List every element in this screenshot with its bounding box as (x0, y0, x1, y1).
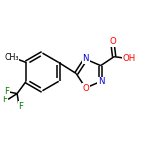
Text: O: O (82, 84, 89, 93)
Text: OH: OH (123, 54, 136, 63)
Text: F: F (2, 95, 7, 104)
Text: CH₃: CH₃ (4, 53, 19, 62)
Text: N: N (98, 78, 104, 86)
Text: F: F (4, 87, 9, 96)
Text: F: F (18, 102, 23, 111)
Text: N: N (82, 54, 89, 63)
Text: O: O (109, 37, 116, 46)
